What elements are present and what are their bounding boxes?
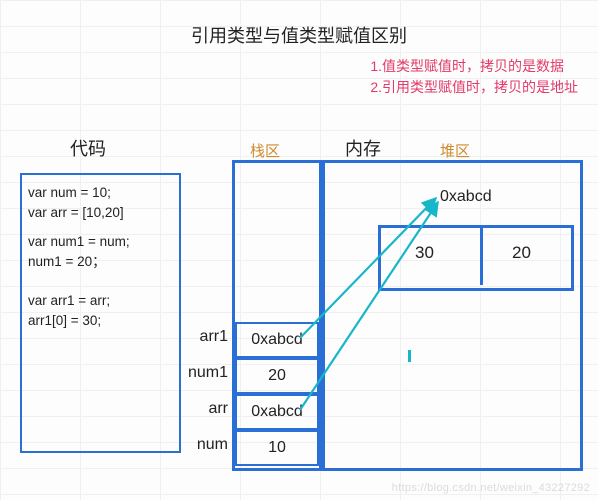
- label-memory: 内存: [345, 135, 381, 161]
- code-line: var num1 = num;: [28, 232, 173, 252]
- stack-var-name: arr1: [178, 328, 228, 346]
- label-heap: 堆区: [440, 140, 470, 161]
- code-line: num1 = 20；: [28, 252, 173, 272]
- stack-cell: 20: [235, 358, 319, 394]
- heap-address: 0xabcd: [440, 188, 492, 206]
- stack-var-name: num1: [178, 364, 228, 382]
- code-box: var num = 10; var arr = [10,20] var num1…: [20, 173, 181, 453]
- note-line-2: 2.引用类型赋值时，拷贝的是地址: [370, 77, 578, 98]
- caret-mark: [408, 350, 411, 362]
- label-stack: 栈区: [250, 140, 280, 161]
- stack-cell: 0xabcd: [235, 394, 319, 430]
- stack-cell: 0xabcd: [235, 322, 319, 358]
- page-title: 引用类型与值类型赋值区别: [0, 22, 598, 48]
- code-line: var arr = [10,20]: [28, 203, 173, 223]
- stack-cell: 10: [235, 430, 319, 466]
- heap-cells-divider: [480, 225, 483, 285]
- heap-cells: [378, 225, 574, 291]
- code-line: var num = 10;: [28, 183, 173, 203]
- watermark: https://blog.csdn.net/weixin_43227292: [392, 482, 590, 494]
- label-code: 代码: [70, 135, 106, 161]
- stack-var-name: num: [178, 436, 228, 454]
- memory-box: [319, 160, 583, 471]
- notes-block: 1.值类型赋值时，拷贝的是数据 2.引用类型赋值时，拷贝的是地址: [370, 56, 578, 98]
- note-line-1: 1.值类型赋值时，拷贝的是数据: [370, 56, 578, 77]
- stack-var-name: arr: [178, 400, 228, 418]
- code-line: var arr1 = arr;: [28, 291, 173, 311]
- heap-cell-0: 30: [415, 243, 434, 263]
- code-line: arr1[0] = 30;: [28, 311, 173, 331]
- heap-cell-1: 20: [512, 243, 531, 263]
